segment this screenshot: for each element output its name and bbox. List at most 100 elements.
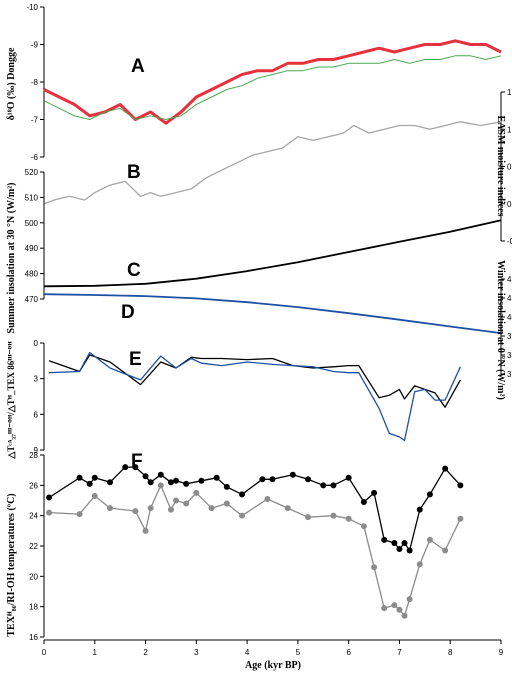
panel-c-series [43, 219, 502, 288]
panel-f-data-point [173, 477, 180, 484]
panel-f-data-point [76, 511, 83, 518]
panel-f-data-point [142, 527, 149, 534]
panel-f-data-point [147, 479, 154, 486]
panel-b-y-label: EASM moisture indices [495, 116, 506, 217]
panel-f-data-point [239, 491, 246, 498]
panel-a-tick-label: -10 [26, 3, 38, 12]
x-tick-label: 1 [93, 648, 98, 657]
panel-a-tick-label: -8 [31, 78, 39, 87]
panel-f-data-point [167, 479, 174, 486]
panel-b-tick-label: 1.5 [507, 88, 512, 97]
panel-label-a: A [131, 56, 145, 77]
panel-f-data-point [391, 539, 398, 546]
panel-d-y-axis: 370 380 390 400 410 420 [500, 275, 512, 379]
panel-f-data-point [442, 547, 449, 554]
panel-a-series [43, 39, 502, 125]
panel-f-data-point [46, 509, 53, 516]
panel-f-data-point [132, 508, 139, 515]
panel-f-data-point [406, 547, 413, 554]
panel-d-tick-label: 370 [507, 370, 512, 379]
panel-f-tick-label: 28 [29, 451, 38, 460]
panel-f-data-point [360, 499, 367, 506]
panel-f-data-point [86, 480, 93, 487]
panel-c-tick-label: 480 [25, 270, 39, 279]
x-tick-label: 5 [296, 648, 301, 657]
panel-a-tick-label: -7 [31, 116, 39, 125]
panel-f-data-point [416, 561, 423, 568]
panel-f-tick-label: 22 [29, 542, 38, 551]
panel-f-data-point [157, 471, 164, 478]
panel-e-tick-label: 6 [34, 410, 39, 419]
panel-f-tick-label: 24 [29, 512, 38, 521]
panel-f-data-point [122, 464, 129, 471]
panel-b-tick-label: 0 [507, 200, 512, 209]
panel-f-data-point [401, 539, 408, 546]
panel-f-data-point [213, 474, 220, 481]
panel-d-tick-label: 380 [507, 351, 512, 360]
panel-f-data-point [289, 471, 296, 478]
panel-a-series-line-0 [43, 39, 502, 125]
panel-d-series-line-0 [43, 293, 502, 334]
panel-f-data-point [381, 536, 388, 543]
panel-c-tick-label: 520 [25, 168, 39, 177]
panel-b-y-axis: -0.5 0 0.5 1 1.5 [500, 88, 512, 246]
panel-e-tick-label: 9 [34, 446, 39, 455]
panel-d-series [43, 293, 502, 334]
panel-f-data-point [371, 489, 378, 496]
x-tick-label: 8 [448, 648, 453, 657]
panel-f-data-point [305, 476, 312, 483]
panel-f-data-point [269, 476, 276, 483]
panel-f-data-point [259, 476, 266, 483]
panel-f-data-point [223, 500, 230, 507]
x-axis-label: Age (kyr BP) [245, 660, 301, 671]
panel-a-series-line-1 [43, 55, 502, 120]
panel-f-data-point [381, 605, 388, 612]
panel-b-tick-label: 0.5 [507, 163, 512, 172]
panel-f-data-point [345, 474, 352, 481]
x-tick-label: 4 [245, 648, 250, 657]
panel-f-data-point [320, 482, 327, 489]
panel-b-tick-label: -0.5 [507, 237, 512, 246]
panel-c-series-line-0 [43, 219, 502, 288]
panel-d-y-label: Winter insolation at 0 °N (W/m²) [495, 260, 506, 400]
panel-f-data-point [264, 495, 271, 502]
panel-f-data-point [305, 514, 312, 521]
x-tick-label: 7 [397, 648, 402, 657]
panel-f-data-point [426, 491, 433, 498]
panel-f-data-point [183, 500, 190, 507]
panel-f-y-axis: 16 18 20 22 24 26 28 [29, 451, 45, 642]
panel-f-data-point [183, 480, 190, 487]
panel-f-data-point [406, 596, 413, 603]
panel-f-data-point [193, 489, 200, 496]
panel-f-data-point [457, 515, 464, 522]
panel-c-y-label: Summer insolation at 30 °N (W/m²) [6, 183, 17, 334]
panel-f-data-point [157, 482, 164, 489]
x-tick-label: 9 [499, 648, 504, 657]
panel-f-data-point [401, 612, 408, 619]
panel-f-data-point [208, 505, 215, 512]
x-tick-label: 3 [194, 648, 199, 657]
panel-d-tick-label: 420 [507, 275, 512, 284]
panel-f-tick-label: 18 [29, 603, 38, 612]
panel-f-data-point [91, 492, 98, 499]
panel-f-data-point [147, 505, 154, 512]
x-axis: 0 1 2 3 4 5 6 7 8 9 [42, 639, 504, 657]
x-tick-label: 6 [346, 648, 351, 657]
panel-f-data-point [457, 482, 464, 489]
panel-e-y-axis: 0 3 6 9 [34, 339, 45, 455]
panel-b-series [43, 121, 502, 205]
panel-f-data-point [371, 564, 378, 571]
panel-f-data-point [345, 515, 352, 522]
panel-f-data-point [91, 474, 98, 481]
panel-d-tick-label: 390 [507, 332, 512, 341]
panel-f-data-point [416, 506, 423, 513]
panel-f-data-point [167, 506, 174, 513]
panel-label-f: F [131, 451, 143, 472]
panel-c-tick-label: 510 [25, 193, 39, 202]
panel-label-c: C [127, 260, 141, 281]
panel-c-tick-label: 500 [25, 219, 39, 228]
panel-f-y-label: TEXᴴ₈₆/RI-OH temperatures (ºC) [6, 493, 17, 636]
panel-label-b: B [127, 162, 141, 183]
panel-e-series-line-1 [49, 351, 461, 442]
